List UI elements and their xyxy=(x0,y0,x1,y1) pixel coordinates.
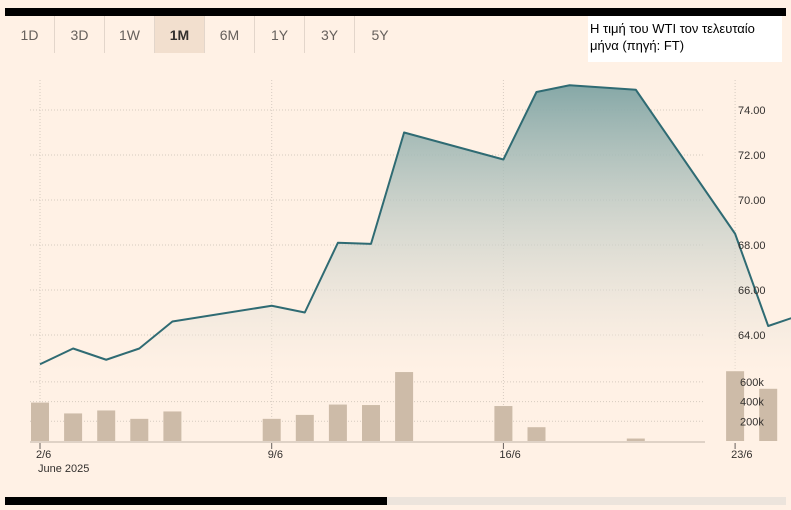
volume-tick-label: 600k xyxy=(740,377,764,389)
price-tick-label: 74.00 xyxy=(738,105,766,117)
x-sub-label: June 2025 xyxy=(38,463,89,475)
x-tick-label: 16/6 xyxy=(499,449,520,461)
volume-bar xyxy=(726,371,745,441)
volume-bar xyxy=(31,402,49,441)
tab-1m[interactable]: 1M xyxy=(155,16,205,53)
volume-bar xyxy=(395,372,414,441)
volume-tick-label: 400k xyxy=(740,397,764,409)
chart-title: Η τιμή του WTI τον τελευταίο μήνα (πηγή:… xyxy=(588,16,782,62)
scrollbar-thumb[interactable] xyxy=(5,497,387,505)
tab-6m[interactable]: 6M xyxy=(205,16,255,53)
time-scrollbar[interactable] xyxy=(5,497,786,505)
x-tick-label: 23/6 xyxy=(731,449,752,461)
volume-bar xyxy=(494,406,513,441)
range-tabs: 1D 3D 1W 1M 6M 1Y 3Y 5Y xyxy=(5,16,405,53)
tab-1d[interactable]: 1D xyxy=(5,16,55,53)
price-tick-label: 68.00 xyxy=(738,240,766,252)
tab-1y[interactable]: 1Y xyxy=(255,16,305,53)
volume-bar xyxy=(328,404,347,441)
tab-3y[interactable]: 3Y xyxy=(305,16,355,53)
x-tick-label: 2/6 xyxy=(36,449,51,461)
volume-bar xyxy=(626,438,645,441)
volume-bar xyxy=(262,418,281,441)
tab-1w[interactable]: 1W xyxy=(105,16,155,53)
volume-bar xyxy=(295,414,314,441)
volume-bar xyxy=(163,411,182,441)
volume-bar xyxy=(362,405,380,441)
volume-bar xyxy=(97,410,116,441)
volume-bar xyxy=(64,413,83,441)
top-rule xyxy=(5,8,786,16)
price-tick-label: 72.00 xyxy=(738,150,766,162)
volume-bar xyxy=(130,418,149,441)
volume-bar xyxy=(527,427,546,441)
volume-tick-label: 200k xyxy=(740,416,764,428)
volume-bar xyxy=(759,388,778,441)
tab-3d[interactable]: 3D xyxy=(55,16,105,53)
price-line xyxy=(39,84,791,366)
price-tick-label: 70.00 xyxy=(738,195,766,207)
x-tick-label: 9/6 xyxy=(268,449,283,461)
price-tick-label: 64.00 xyxy=(738,330,766,342)
tab-5y[interactable]: 5Y xyxy=(371,26,389,43)
price-area xyxy=(40,85,791,372)
price-tick-label: 66.00 xyxy=(738,285,766,297)
